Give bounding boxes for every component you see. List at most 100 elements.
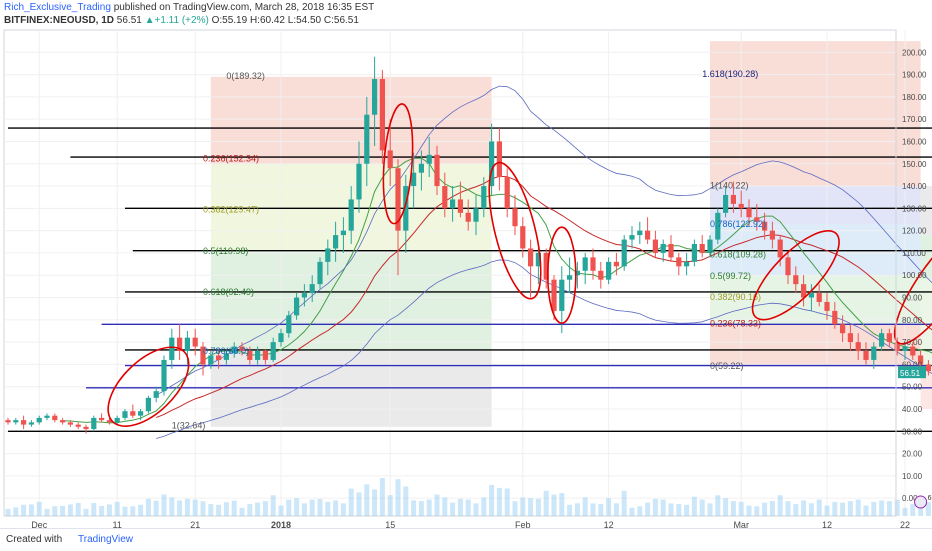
volume-bar [739, 502, 744, 516]
candle-body [637, 231, 642, 235]
volume-bar [598, 504, 603, 516]
symbol-line: BITFINEX:NEOUSD, 1D 56.51 ▲+1.11 (+2%) O… [4, 15, 359, 26]
candle-body [341, 231, 346, 235]
price-tick-label: 10.00 [902, 472, 923, 481]
price-tick-label: 180.00 [902, 93, 927, 102]
candle-body [887, 333, 892, 342]
volume-bar [435, 495, 440, 516]
candle-body [559, 280, 564, 311]
candle-body [848, 333, 853, 342]
price-tick-label: 100.00 [902, 271, 927, 280]
volume-bar [653, 499, 658, 516]
price-chart[interactable]: 0(189.32)0.236(152.34)0.382(129.47)0.5(1… [0, 28, 932, 528]
volume-bar [427, 500, 432, 516]
fib-label: 0.618(109.28) [710, 250, 766, 260]
volume-bar [302, 503, 307, 516]
volume-bar [708, 503, 713, 516]
created-with: Created with [6, 534, 62, 545]
volume-bar [567, 505, 572, 516]
candle-body [185, 338, 190, 351]
candle-body [809, 293, 814, 297]
volume-bar [520, 498, 525, 517]
candle-body [466, 213, 471, 222]
time-axis[interactable]: Dec1121201815Feb12Mar1222Apr16May [31, 520, 932, 528]
candle-body [824, 302, 829, 311]
candle-body [83, 427, 88, 429]
fib-label: 0.786(122.92) [710, 219, 766, 229]
volume-bar [661, 500, 666, 516]
volume-bar [240, 508, 245, 516]
volume-bar [887, 501, 892, 516]
fib-zone [921, 280, 932, 367]
candle-body [661, 244, 666, 253]
candle-body [146, 398, 151, 411]
volume-bar [91, 503, 96, 516]
last-price-tag-label: 56.51 [900, 369, 921, 378]
publish-info: Rich_Exclusive_Trading published on Trad… [4, 2, 374, 13]
volume-bar [723, 498, 728, 516]
candle-body [832, 311, 837, 324]
candle-body [286, 315, 291, 333]
volume-bar [411, 500, 416, 516]
volume-bar [130, 506, 135, 516]
volume-bar [185, 499, 190, 516]
last-price: 56.51 [117, 15, 142, 26]
candle-body [13, 420, 18, 422]
volume-bar [528, 498, 533, 516]
candle-body [427, 155, 432, 164]
candle-body [278, 333, 283, 342]
volume-bar [271, 495, 276, 516]
volume-bar [513, 501, 518, 516]
candle-body [372, 79, 377, 115]
candle-body [676, 257, 681, 266]
candle-body [739, 204, 744, 208]
volume-bar [848, 501, 853, 516]
candle-body [310, 284, 315, 293]
candle-body [785, 257, 790, 275]
volume-bar [793, 504, 798, 516]
volume-bar [138, 505, 143, 516]
volume-bar [177, 500, 182, 516]
volume-bar [201, 501, 206, 516]
author-link[interactable]: Rich_Exclusive_Trading [4, 2, 111, 13]
candle-body [442, 186, 447, 208]
candle-body [583, 257, 588, 270]
candle-body [216, 355, 221, 359]
candle-body [52, 416, 57, 420]
candle-body [512, 208, 517, 226]
volume-bar [76, 503, 81, 516]
volume-bar [559, 493, 564, 516]
price-tick-label: 160.00 [902, 137, 927, 146]
volume-bar [630, 508, 635, 516]
price-tick-label: 40.00 [902, 405, 923, 414]
candle-body [356, 164, 361, 200]
candle-body [450, 199, 455, 208]
volume-bar [419, 501, 424, 516]
volume-bar [29, 504, 34, 516]
candle-body [606, 262, 611, 280]
fib-label: 0(59.22) [710, 361, 744, 371]
volume-bar [762, 503, 767, 516]
tradingview-logo[interactable]: TradingView [78, 534, 133, 545]
volume-bar [505, 489, 510, 516]
volume-bar [684, 505, 689, 516]
candle-body [840, 324, 845, 333]
time-tick-label: 11 [113, 520, 122, 528]
candle-body [856, 342, 861, 351]
candle-body [5, 420, 10, 422]
candle-body [817, 293, 822, 302]
candle-body [746, 208, 751, 217]
price-tick-label: 200.00 [902, 48, 927, 57]
volume-bar [910, 504, 915, 516]
candle-body [590, 257, 595, 270]
candle-body [115, 418, 120, 422]
volume-bar [146, 499, 151, 516]
candle-body [801, 284, 806, 297]
volume-bar [614, 503, 619, 516]
volume-bar [162, 495, 167, 516]
fib-label: 0(189.32) [226, 71, 265, 81]
volume-bar [357, 492, 362, 516]
candle-body [871, 347, 876, 360]
volume-bar [817, 500, 822, 516]
fib-label: 1(32.64) [172, 420, 206, 430]
